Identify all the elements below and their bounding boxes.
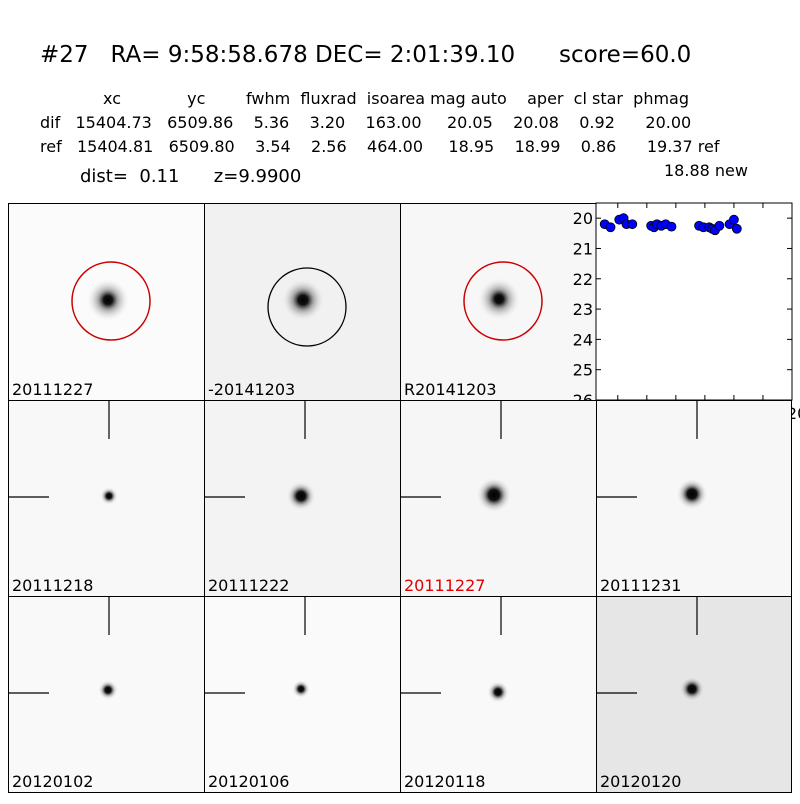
difference-image [205,204,400,400]
stamp-panel: 20120102 [8,596,205,793]
data-point [614,214,625,225]
stamp-date-label: 20120120 [600,772,682,791]
stamp-date-label: 20120118 [404,772,486,791]
stamp-panel: 20120118 [400,596,597,793]
data-point [605,222,616,233]
data-point [731,223,742,234]
data-point [666,221,677,232]
stamp-panel: 20120120 [596,596,792,793]
stamp-image [9,597,204,792]
stamp-image [401,401,596,596]
template-panel: 20111227 [8,203,205,401]
stamp-panel: 20120106 [204,596,401,793]
stamp-date-label: 20120106 [208,772,290,791]
data-point [714,220,725,231]
data-point [698,222,709,233]
page-title: #27 RA= 9:58:58.678 DEC= 2:01:39.10 scor… [40,42,692,68]
stamp-panel: 20111227 [400,400,597,597]
stamp-panel: 20111231 [596,400,792,597]
plot-frame [595,202,793,401]
data-point [660,219,671,230]
panel-label: R20141203 [404,380,497,399]
source-blob [676,478,708,510]
dist-row: dist= 0.11 z=9.9900 [80,166,302,187]
data-point [649,222,659,233]
stamp-panel: 20111222 [204,400,401,597]
stamp-date-label: 20111231 [600,576,682,595]
source-blob [477,277,521,321]
data-point [704,222,715,233]
table-header: xc yc fwhm fluxrad isoarea mag auto aper… [103,89,689,108]
source-blob [281,278,325,322]
data-point [724,219,735,230]
stamp-date-label: 20111222 [208,576,290,595]
data-point [707,223,718,234]
source-blob [487,681,509,703]
aperture-circle [267,267,347,347]
panel-label: 20111227 [12,380,94,399]
stamp-date-label: 20111218 [12,576,94,595]
data-point [710,225,720,236]
source-blob [100,487,118,505]
stamp-panel: 20111218 [8,400,205,597]
stamp-image [597,401,791,596]
data-point [656,220,667,231]
ref-row: ref 15404.81 6509.80 3.54 2.56 464.00 18… [40,137,720,156]
aperture-circle [71,261,151,341]
data-point [694,220,704,231]
difference-panel: -20141203 [204,203,401,401]
source-blob [679,676,705,702]
data-point [646,220,657,231]
source-blob [286,481,316,511]
new-row: 18.88 new [664,161,748,180]
source-blob [98,680,118,700]
panel-label: -20141203 [208,380,296,399]
stamp-image [9,401,204,596]
dif-row: dif 15404.73 6509.86 5.36 3.20 163.00 20… [40,113,692,132]
data-point [599,219,610,230]
data-point [618,213,629,224]
stamp-image [597,597,791,792]
source-blob [476,477,512,513]
stamp-image [205,401,400,596]
source-blob [86,278,130,322]
data-point [627,219,638,230]
source-blob [292,680,310,698]
reference-panel: R20141203 [400,203,597,401]
template-image [9,204,204,400]
stamp-date-label: 20111227 [404,576,486,595]
stamp-date-label: 20120102 [12,772,94,791]
stamp-image [401,597,596,792]
reference-image [401,204,596,400]
stamp-image [205,597,400,792]
data-point [621,219,632,230]
data-point [652,219,662,230]
data-point [729,214,739,225]
aperture-circle [463,261,543,341]
